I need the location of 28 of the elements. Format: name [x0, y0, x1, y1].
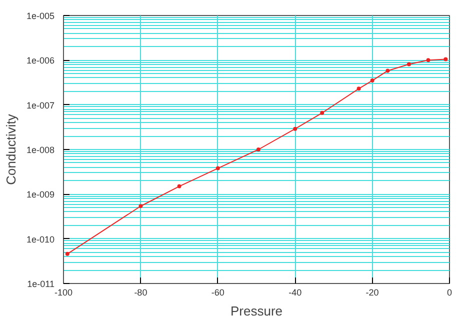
x-tick-label: -80	[134, 288, 148, 298]
point	[177, 184, 182, 188]
point	[293, 126, 298, 131]
y-tick-label: 1e-008	[26, 145, 55, 155]
point	[426, 58, 430, 62]
x-tick-label: -20	[366, 288, 379, 298]
point	[65, 252, 70, 256]
y-tick-label: 1e-005	[26, 11, 55, 21]
x-tick-label: -100	[54, 288, 73, 298]
y-tick-label: 1e-006	[26, 56, 55, 66]
point	[256, 148, 260, 152]
x-axis-title: Pressure	[230, 304, 283, 318]
x-tick-label: 0	[446, 288, 452, 298]
point	[138, 204, 143, 208]
point	[386, 68, 390, 73]
point	[406, 62, 411, 66]
x-tick-label: -60	[211, 288, 224, 298]
y-tick-label: 1e-010	[26, 234, 55, 244]
y-tick-label: 1e-009	[26, 190, 55, 200]
y-tick-label: 1e-011	[27, 279, 55, 289]
point	[356, 86, 361, 91]
x-tick-label: -40	[288, 288, 302, 298]
y-axis-title: Conductivity	[3, 114, 18, 185]
y-tick-label: 1e-007	[26, 100, 55, 110]
point	[370, 78, 374, 83]
point	[320, 110, 324, 115]
point	[444, 57, 448, 62]
point	[216, 166, 220, 170]
